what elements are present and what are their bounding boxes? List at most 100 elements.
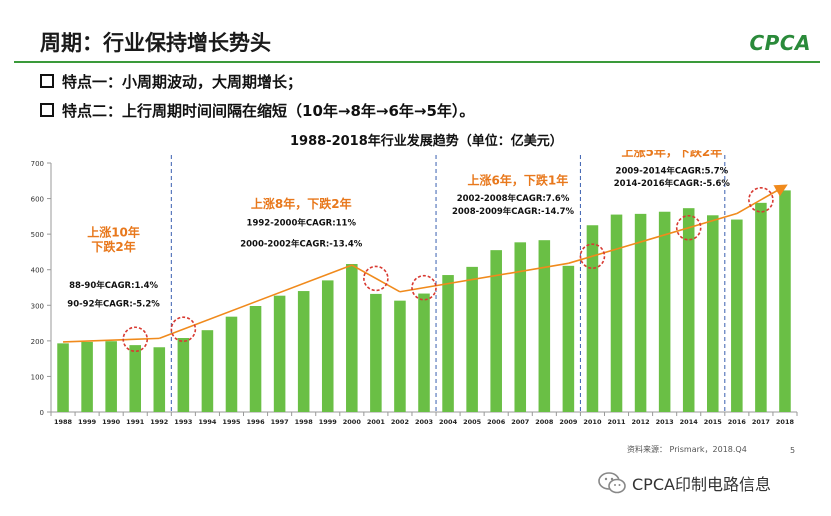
bullet-text-2: 特点二：上行周期时间间隔在缩短（10年→8年→6年→5年）。 — [62, 102, 475, 120]
page-title: 周期：行业保持增长势头 — [40, 31, 271, 55]
bullet-text-1: 特点一：小周期波动，大周期增长； — [62, 73, 303, 91]
x-tick-label: 2003 — [415, 418, 433, 426]
x-tick-label: 2010 — [583, 418, 602, 426]
x-tick-label: 2001 — [367, 418, 386, 426]
x-tick-label: 1994 — [198, 418, 217, 426]
y-tick-label: 600 — [31, 196, 44, 204]
bar — [249, 305, 262, 412]
x-tick-label: 2016 — [728, 418, 747, 426]
x-tick-label: 2009 — [559, 418, 578, 426]
x-tick-label: 1988 — [54, 418, 73, 426]
square-bullet-icon — [40, 103, 54, 117]
x-tick-label: 2013 — [656, 418, 674, 426]
y-tick-label: 300 — [31, 302, 44, 310]
watermark-text: CPCA印制电路信息 — [632, 475, 771, 494]
wechat-icon — [598, 472, 626, 494]
trend-line-segment — [399, 262, 569, 293]
x-tick-label: 1990 — [102, 418, 121, 426]
x-tick-label: 1996 — [247, 418, 266, 426]
bar — [273, 295, 286, 412]
bar — [586, 225, 599, 412]
cagr-annotation: 2008-2009年CAGR:-14.7% — [452, 206, 575, 217]
bar — [81, 341, 93, 412]
highlight-circle — [411, 274, 437, 301]
bar — [490, 250, 502, 412]
bar — [346, 264, 358, 412]
square-bullet-icon — [40, 74, 54, 88]
y-tick-label: 200 — [31, 338, 44, 346]
cycle-annotation: 上涨10年 — [87, 225, 140, 240]
x-tick-label: 1997 — [271, 418, 289, 426]
bar — [177, 338, 190, 412]
bar — [466, 266, 478, 412]
x-tick-label: 1992 — [150, 418, 168, 426]
x-tick-label: 2017 — [752, 418, 770, 426]
highlight-circle — [170, 316, 197, 343]
bar — [706, 215, 719, 412]
bar — [201, 330, 214, 412]
highlight-circle — [748, 187, 774, 213]
wechat-watermark: CPCA印制电路信息 — [598, 471, 771, 495]
cycle-annotation: 上涨8年，下跌2年 — [251, 196, 352, 211]
bar — [418, 293, 430, 412]
x-tick-label: 1991 — [126, 418, 145, 426]
cagr-annotation: 2014-2016年CAGR:-5.6% — [614, 178, 731, 189]
bullet-point-1: 特点一：小周期波动，大周期增长； — [40, 71, 302, 92]
bar — [538, 240, 551, 412]
bar — [57, 343, 69, 412]
x-tick-label: 1998 — [295, 418, 314, 426]
trend-line-segment — [736, 184, 788, 215]
bar — [394, 300, 406, 412]
x-tick-label: 2005 — [463, 418, 482, 426]
page-number: 5 — [790, 446, 796, 455]
x-tick-label: 2015 — [704, 418, 723, 426]
bar — [731, 219, 743, 412]
highlight-circle — [122, 326, 149, 353]
bar — [105, 341, 117, 412]
trend-line-segment — [568, 212, 738, 265]
x-tick-label: 2004 — [439, 418, 458, 426]
source-note: 资料来源： Prismark，2018.Q4 — [627, 445, 747, 454]
cpca-logo: CPCA — [749, 31, 811, 55]
cycle-annotation: 上涨5年，下跌2年 — [622, 150, 723, 159]
bar — [321, 280, 334, 412]
bar — [153, 347, 166, 412]
x-tick-label: 2012 — [632, 418, 650, 426]
highlight-circle — [675, 214, 702, 241]
x-tick-label: 1995 — [222, 418, 241, 426]
cycle-annotation: 下跌2年 — [91, 239, 135, 254]
trend-line-segment — [351, 264, 401, 293]
x-tick-label: 2007 — [511, 418, 529, 426]
x-tick-label: 1999 — [78, 418, 97, 426]
bullet-point-2: 特点二：上行周期时间间隔在缩短（10年→8年→6年→5年）。 — [40, 100, 474, 121]
chart-title: 1988-2018年行业发展趋势（单位：亿美元） — [290, 134, 563, 149]
y-tick-label: 400 — [31, 267, 44, 275]
bar — [610, 214, 623, 412]
bar — [755, 202, 767, 412]
y-tick-label: 700 — [31, 160, 44, 168]
x-tick-label: 2006 — [487, 418, 506, 426]
highlight-circle — [363, 265, 389, 292]
bar — [225, 316, 238, 412]
bar — [682, 208, 695, 412]
x-tick-label: 2018 — [776, 418, 795, 426]
cagr-annotation: 2000-2002年CAGR:-13.4% — [240, 239, 363, 250]
cycle-annotation: 上涨6年，下跌1年 — [468, 172, 569, 187]
x-tick-label: 2008 — [535, 418, 554, 426]
x-tick-label: 2002 — [391, 418, 409, 426]
x-tick-label: 1999 — [319, 418, 338, 426]
y-tick-label: 0 — [40, 409, 44, 417]
bar — [779, 190, 791, 412]
y-tick-label: 500 — [31, 231, 44, 239]
cagr-annotation: 88-90年CAGR:1.4% — [69, 280, 158, 291]
bar — [658, 211, 671, 412]
cagr-annotation: 1992-2000年CAGR:11% — [247, 218, 357, 229]
cagr-annotation: 2002-2008年CAGR:7.6% — [457, 193, 570, 204]
trend-line-segment — [159, 264, 353, 340]
cagr-annotation: 2009-2014年CAGR:5.7% — [616, 165, 729, 176]
cagr-annotation: 90-92年CAGR:-5.2% — [67, 299, 160, 310]
x-tick-label: 2000 — [343, 418, 362, 426]
x-tick-label: 2014 — [680, 418, 699, 426]
bar — [442, 275, 454, 412]
